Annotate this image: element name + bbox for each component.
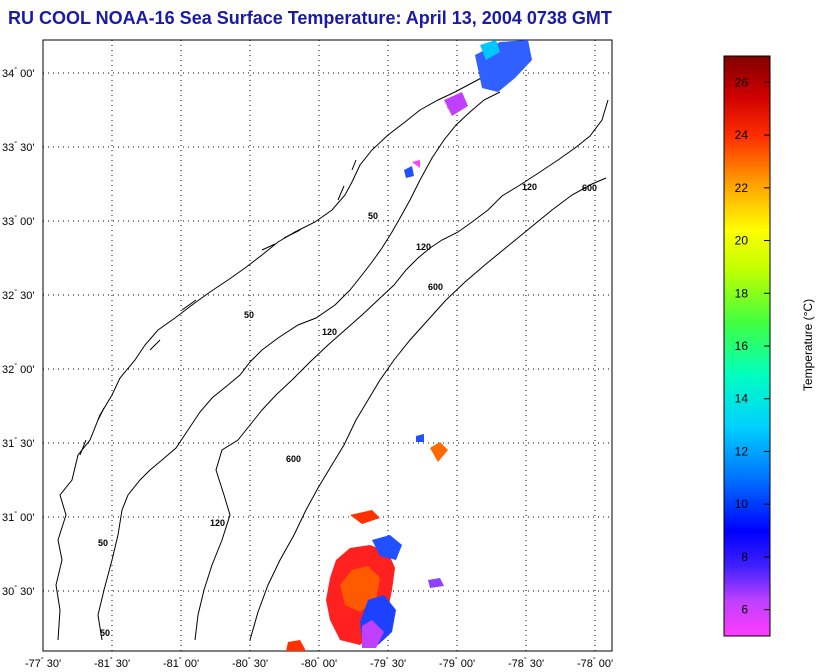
colorbar-tick-label: 16	[735, 339, 749, 353]
lon-label: -81° 30'	[94, 656, 130, 670]
contour-600	[249, 177, 607, 641]
sst-data-patches	[286, 40, 532, 651]
colorbar-tick-label: 14	[735, 392, 749, 406]
contour-label: 120	[522, 182, 537, 192]
lon-label: -78° 00'	[577, 656, 613, 670]
contour-label: 50	[244, 310, 254, 320]
contour-label: 600	[582, 183, 597, 193]
contour-label: 120	[210, 518, 225, 528]
contour-label: 50	[98, 538, 108, 548]
colorbar-tick-label: 22	[735, 181, 749, 195]
lon-label: -78° 30'	[508, 656, 544, 670]
lat-label: 33° 00'	[2, 214, 34, 228]
colorbar-ticks: 26 24 22 20 18 16 14 12 10 8 6	[735, 75, 770, 617]
longitude-labels: -81° 30' -81° 00' -80° 30' -80° 00' -79°…	[25, 656, 613, 670]
lat-label: 32° 00'	[2, 362, 34, 376]
colorbar-tick-label: 24	[735, 128, 749, 142]
colorbar: 26 24 22 20 18 16 14 12 10 8 6 Temperature (°C)	[723, 55, 815, 637]
lat-label: 31° 00'	[2, 510, 34, 524]
contour-label: 600	[286, 454, 301, 464]
colorbar-label: Temperature (°C)	[801, 299, 815, 391]
colorbar-tick-label: 20	[735, 234, 749, 248]
colorbar-tick-label: 10	[735, 497, 749, 511]
lon-label: -80° 00'	[301, 656, 337, 670]
contour-label: 50	[368, 211, 378, 221]
contour-label: 120	[416, 242, 431, 252]
graticule	[43, 40, 612, 651]
coastline	[55, 47, 521, 641]
colorbar-tick-label: 12	[735, 444, 749, 458]
lon-label: -79° 30'	[370, 656, 406, 670]
lat-label: 33° 30'	[2, 140, 34, 154]
contour-labels: 50 120 600 50 120 600 50 120 600 50 120 …	[98, 101, 597, 638]
contour-label: 50	[100, 628, 110, 638]
map-title: RU COOL NOAA-16 Sea Surface Temperature:…	[8, 8, 612, 28]
lat-label: 32° 30'	[2, 288, 34, 302]
colorbar-tick-label: 26	[735, 75, 749, 89]
lon-label: -77° 30'	[25, 656, 61, 670]
colorbar-tick-label: 8	[741, 550, 748, 564]
colorbar-tick-label: 18	[735, 286, 749, 300]
lat-label: 31° 30'	[2, 436, 34, 450]
lat-label: 30° 30'	[2, 584, 34, 598]
colorbar-ramp	[723, 55, 771, 637]
colorbar-tick-label: 6	[741, 603, 748, 617]
lon-label: -81° 00'	[163, 656, 199, 670]
latitude-labels: 34° 00' 33° 30' 33° 00' 32° 30' 32° 00' …	[2, 66, 34, 598]
contour-120	[194, 99, 609, 641]
lat-label: 34° 00'	[2, 66, 34, 80]
lon-label: -79° 00'	[439, 656, 475, 670]
contour-label: 600	[428, 282, 443, 292]
contour-label: 120	[322, 327, 337, 337]
lon-label: -80° 30'	[232, 656, 268, 670]
contour-50	[97, 91, 501, 641]
